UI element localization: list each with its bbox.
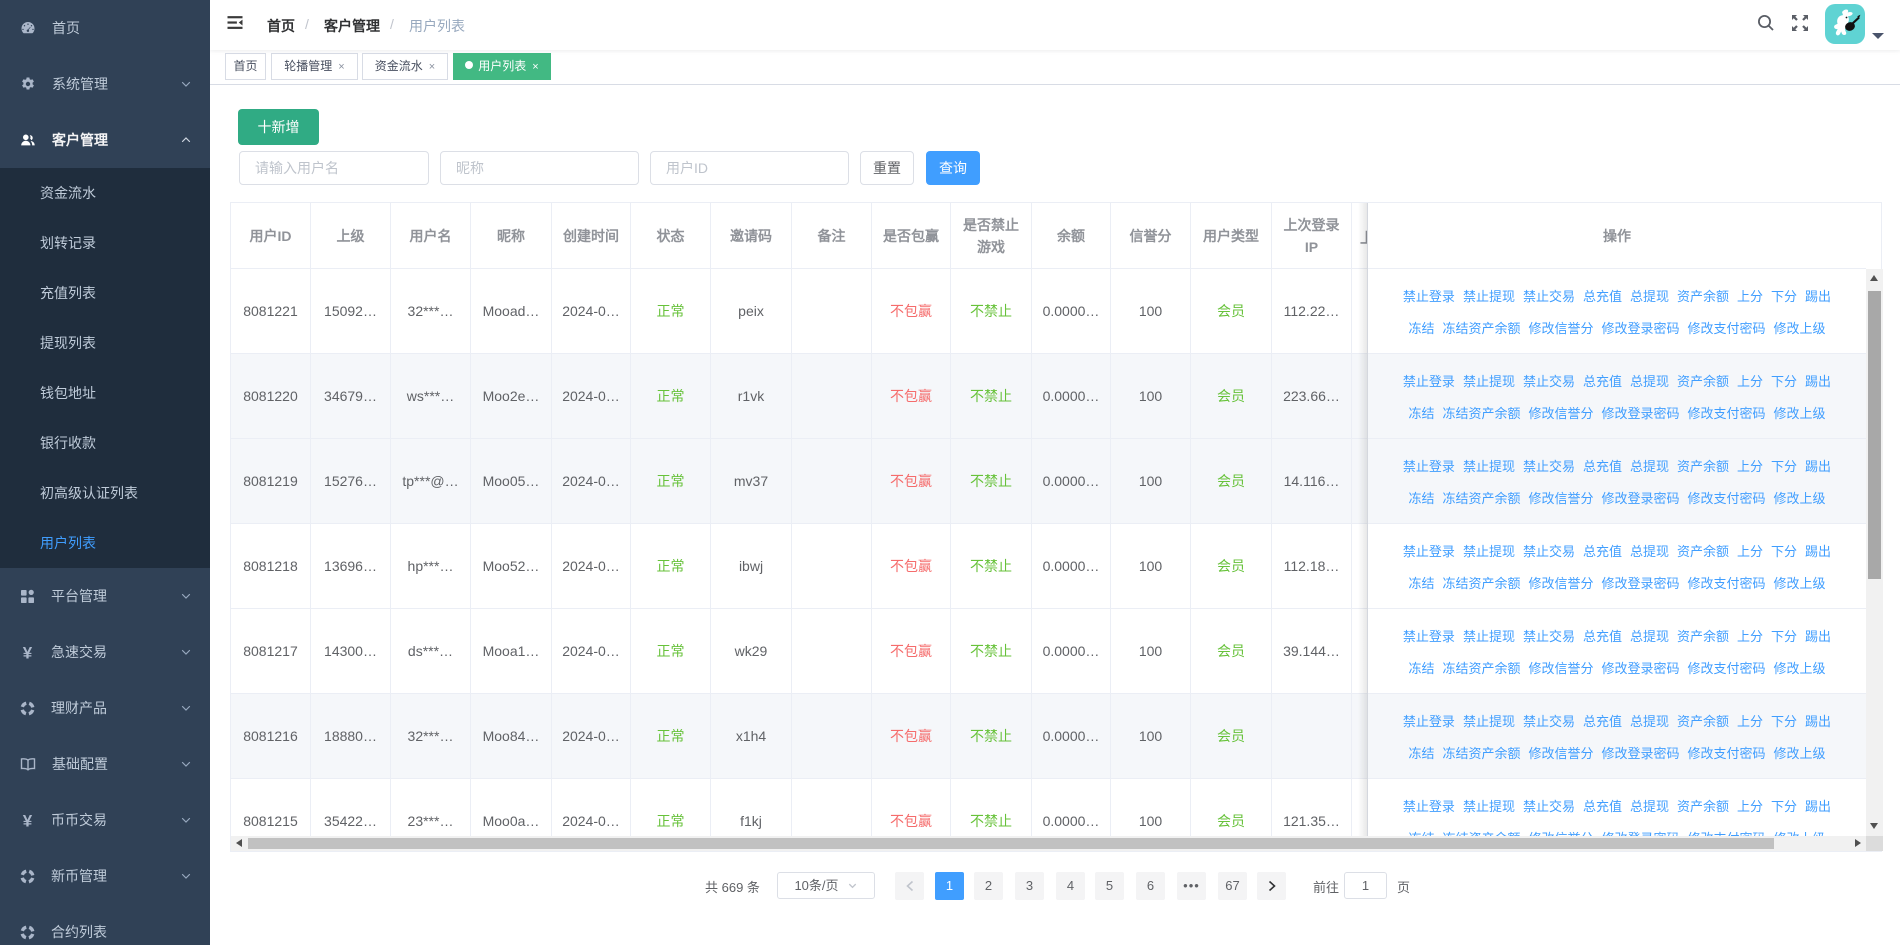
- svg-text:¥: ¥: [23, 813, 33, 828]
- svg-text:¥: ¥: [23, 645, 33, 660]
